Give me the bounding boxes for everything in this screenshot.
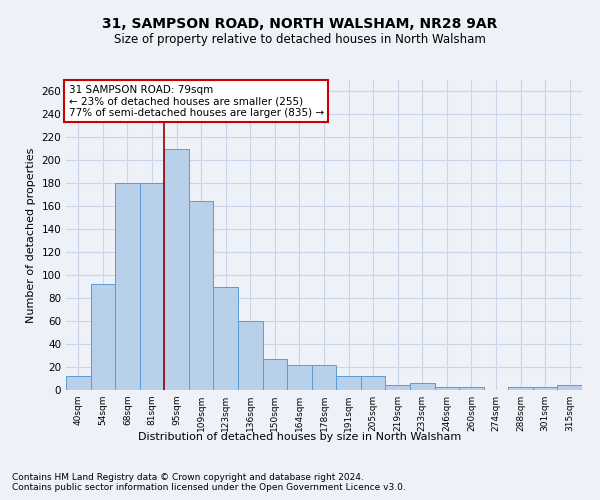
Bar [263, 359, 287, 390]
Bar [140, 184, 164, 390]
Bar [434, 386, 459, 390]
Text: Contains public sector information licensed under the Open Government Licence v3: Contains public sector information licen… [12, 482, 406, 492]
Text: 31 SAMPSON ROAD: 79sqm
← 23% of detached houses are smaller (255)
77% of semi-de: 31 SAMPSON ROAD: 79sqm ← 23% of detached… [68, 84, 324, 118]
Bar [385, 386, 410, 390]
Text: Distribution of detached houses by size in North Walsham: Distribution of detached houses by size … [139, 432, 461, 442]
Text: 31, SAMPSON ROAD, NORTH WALSHAM, NR28 9AR: 31, SAMPSON ROAD, NORTH WALSHAM, NR28 9A… [103, 18, 497, 32]
Bar [91, 284, 115, 390]
Bar [508, 386, 533, 390]
Text: Contains HM Land Registry data © Crown copyright and database right 2024.: Contains HM Land Registry data © Crown c… [12, 472, 364, 482]
Bar [287, 364, 312, 390]
Bar [66, 376, 91, 390]
Bar [214, 286, 238, 390]
Bar [312, 364, 336, 390]
Y-axis label: Number of detached properties: Number of detached properties [26, 148, 36, 322]
Bar [533, 386, 557, 390]
Bar [164, 149, 189, 390]
Bar [459, 386, 484, 390]
Bar [238, 321, 263, 390]
Bar [115, 184, 140, 390]
Bar [557, 386, 582, 390]
Text: Size of property relative to detached houses in North Walsham: Size of property relative to detached ho… [114, 32, 486, 46]
Bar [361, 376, 385, 390]
Bar [336, 376, 361, 390]
Bar [189, 200, 214, 390]
Bar [410, 383, 434, 390]
